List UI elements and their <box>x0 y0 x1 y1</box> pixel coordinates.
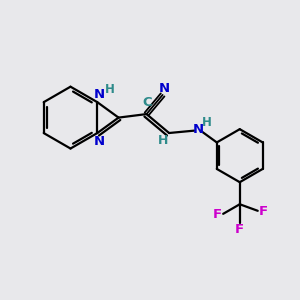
Text: N: N <box>158 82 169 95</box>
Text: F: F <box>213 208 222 221</box>
Text: F: F <box>235 224 244 236</box>
Text: N: N <box>94 134 105 148</box>
Text: H: H <box>202 116 212 129</box>
Text: C: C <box>142 96 152 109</box>
Text: F: F <box>259 205 268 218</box>
Text: N: N <box>94 88 105 101</box>
Text: N: N <box>192 123 203 136</box>
Text: H: H <box>105 83 115 96</box>
Text: H: H <box>158 134 168 147</box>
